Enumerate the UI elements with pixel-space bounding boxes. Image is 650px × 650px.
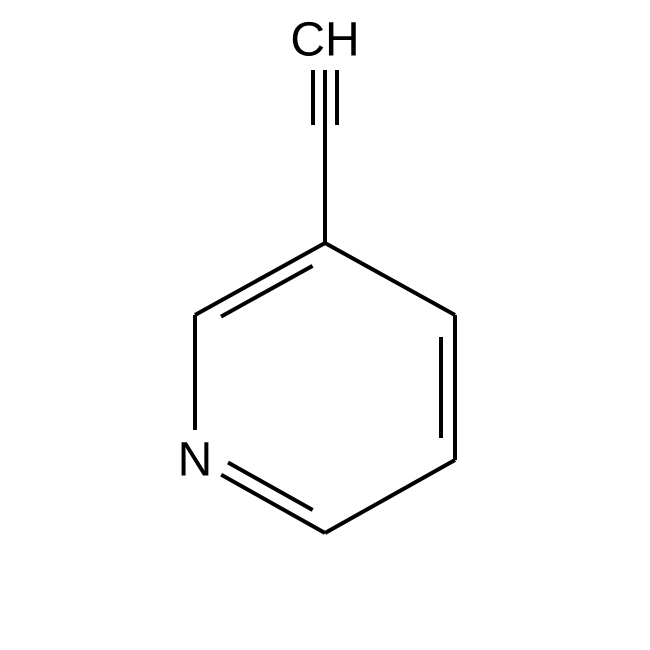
atom-label-n: N <box>178 434 213 487</box>
bond-single <box>325 460 455 533</box>
bond-double-outer <box>195 243 325 315</box>
bond-double-outer <box>221 475 325 533</box>
atom-label-ch: CH <box>290 14 359 67</box>
bond-single <box>325 243 455 315</box>
molecule-svg: N CH <box>0 0 650 650</box>
molecule-canvas: N CH <box>0 0 650 650</box>
